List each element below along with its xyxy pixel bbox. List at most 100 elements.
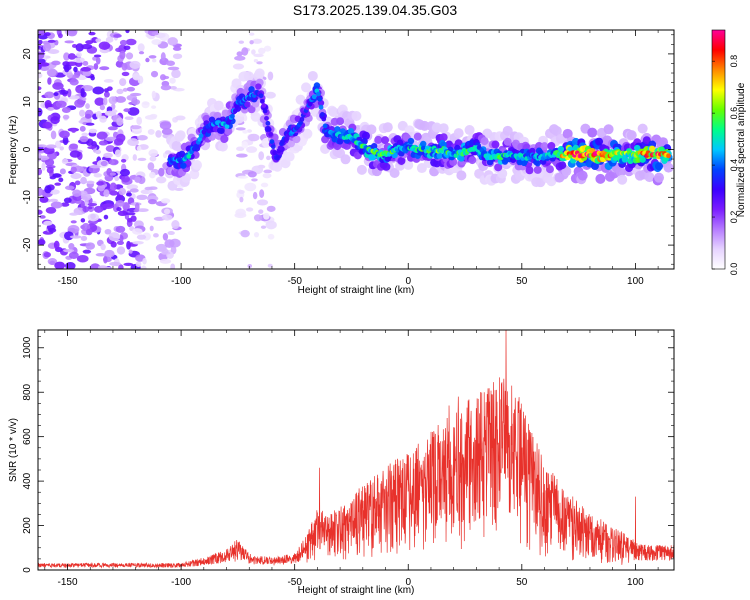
spectrogram-ridge-cell — [258, 93, 264, 99]
spectrogram-noise-blob — [59, 130, 70, 139]
spectrogram-ridge-cell — [617, 174, 628, 185]
spectrogram-noise-blob — [234, 55, 246, 61]
spectrogram-ridge-cell — [260, 98, 265, 104]
spectrogram-noise-blob — [145, 57, 150, 63]
spectrogram-noise-blob — [160, 84, 172, 91]
spectrogram-noise-blob — [252, 38, 263, 44]
spectrogram-ridge-cell — [272, 161, 283, 172]
y-tick-label: 800 — [22, 383, 33, 400]
spectrogram-ridge-cell — [230, 113, 235, 119]
spectrogram-noise-blob — [55, 100, 67, 108]
spectrogram-noise-blob — [38, 187, 44, 197]
spectrogram-ridge-cell — [639, 156, 646, 163]
spectrogram-ridge-cell — [243, 71, 254, 82]
spectrogram-noise-blob — [80, 87, 85, 97]
spectrogram-noise-blob — [103, 88, 110, 93]
spectrogram-noise-blob — [107, 126, 118, 131]
spectrogram-noise-blob — [54, 261, 66, 269]
spectrogram-noise-blob — [242, 129, 249, 134]
spectrogram-noise-blob — [87, 202, 98, 207]
x-tick-label: -100 — [171, 577, 191, 588]
spectrogram-noise-blob — [54, 182, 62, 186]
spectrogram-noise-blob — [161, 214, 173, 221]
spectrogram-noise-blob — [99, 115, 107, 123]
spectrogram-ridge-cell — [255, 83, 262, 90]
spectrogram-noise-blob — [102, 203, 114, 209]
spectrogram-noise-blob — [93, 54, 102, 58]
spectrogram-noise-blob — [164, 239, 175, 248]
spectrogram-noise-blob — [113, 138, 124, 146]
spectrogram-ridge-cell — [198, 133, 204, 139]
spectrogram-ridge-cell — [420, 140, 427, 148]
spectrogram-noise-blob — [80, 176, 87, 185]
spectrogram-noise-blob — [68, 95, 80, 100]
spectrogram-noise-blob — [103, 255, 108, 264]
spectrogram-noise-blob — [235, 127, 246, 131]
spectrogram-noise-blob — [38, 72, 43, 79]
snr-y-axis-label: SNR (10 * v/v) — [8, 418, 19, 482]
spectrogram-noise-blob — [134, 202, 140, 212]
spectrogram-ridge-cell — [264, 115, 269, 121]
spectrogram-noise-blob — [95, 149, 102, 155]
spectrogram-noise-blob — [125, 30, 130, 34]
spectrogram-ridge-cell — [663, 162, 674, 173]
spectrogram-x-axis-label: Height of straight line (km) — [298, 285, 415, 296]
spectrogram-noise-blob — [113, 33, 122, 38]
spectrogram-noise-blob — [103, 79, 114, 83]
spectrogram-ridge-cell — [534, 160, 541, 167]
spectrogram-ridge-cell — [301, 82, 312, 93]
spectrogram-noise-blob — [162, 233, 169, 241]
spectrogram-noise-blob — [141, 101, 150, 109]
spectrogram-ridge-cell — [494, 163, 503, 172]
spectrogram-ridge-cell — [307, 101, 313, 107]
spectrogram-noise-blob — [44, 100, 52, 108]
snr-panel: -150 -100 -50 0 50 100 0 200 400 600 800 1000 Heig… — [8, 329, 675, 596]
spectrogram-ridge-cell — [634, 144, 641, 152]
spectrogram-noise-blob — [167, 66, 180, 71]
spectrogram-noise-blob — [97, 183, 106, 192]
spectrogram-noise-blob — [266, 155, 271, 161]
spectrogram-noise-blob — [85, 228, 93, 236]
spectrogram-ridge-cell — [321, 116, 327, 122]
spectrogram-noise-blob — [74, 180, 81, 186]
spectrogram-noise-blob — [134, 176, 141, 183]
spectrogram-noise-blob — [124, 116, 134, 120]
spectrogram-noise-blob — [103, 189, 110, 198]
spectrogram-noise-blob — [136, 234, 147, 240]
spectrogram-ridge-cell — [458, 155, 465, 162]
spectrogram-ridge-cell — [587, 127, 598, 138]
spectrogram-noise-blob — [118, 264, 124, 269]
spectrogram-noise-blob — [125, 38, 137, 46]
colorbar-ticks: 0.0 0.2 0.4 0.6 0.8 — [712, 55, 739, 275]
spectrogram-noise-blob — [69, 235, 82, 239]
spectrogram-ridge-cell — [438, 123, 449, 134]
spectrogram-ridge-cell — [361, 138, 368, 145]
spectrogram-noise-blob — [136, 145, 142, 151]
spectrogram-noise-blob — [258, 209, 264, 214]
spectrogram-noise-blob — [251, 178, 258, 182]
spectrogram-ridge-cell — [340, 154, 351, 165]
spectrogram-noise-blob — [92, 86, 105, 95]
spectrogram-ridge-cell — [294, 115, 302, 122]
spectrogram-noise-blob — [152, 58, 157, 63]
spectrogram-noise-blob — [93, 173, 102, 178]
spectrogram-noise-blob — [67, 53, 76, 60]
spectrogram-noise-blob — [39, 215, 46, 219]
spectrogram-noise-blob — [266, 205, 276, 212]
spectrogram-noise-blob — [119, 78, 127, 87]
spectrogram-noise-blob — [140, 265, 147, 269]
spectrogram-ridge-cell — [192, 159, 202, 170]
spectrogram-noise-blob — [148, 55, 157, 59]
spectrogram-noise-blob — [62, 136, 69, 146]
spectrogram-ridge-cell — [529, 147, 536, 155]
spectrogram-noise-blob — [98, 41, 111, 50]
spectrogram-ridge-cell — [413, 132, 422, 141]
spectrogram-noise-blob — [86, 180, 95, 185]
spectrogram-noise-blob — [51, 60, 61, 66]
spectrogram-noise-blob — [120, 158, 127, 163]
spectrogram-ridge-cell — [213, 100, 224, 111]
spectrogram-noise-blob — [80, 193, 92, 201]
spectrogram-noise-blob — [267, 233, 275, 240]
spectrogram-noise-blob — [46, 166, 54, 174]
spectrogram-ridge-cell — [637, 123, 648, 134]
